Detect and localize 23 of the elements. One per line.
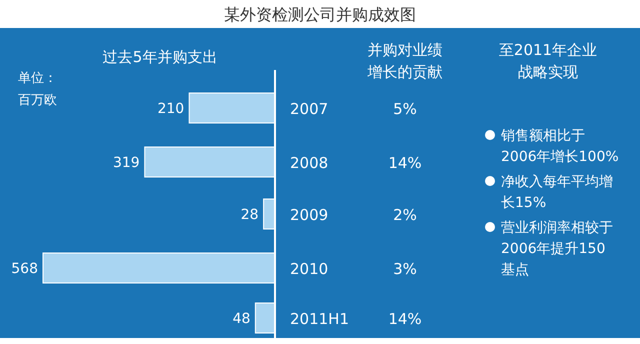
y-tick-label: 2010 [290, 260, 328, 278]
data-label: 568 [11, 261, 38, 277]
data-label: 28 [240, 207, 259, 223]
data-label: 319 [112, 155, 140, 171]
text: 3% [393, 260, 417, 278]
text: 2% [393, 206, 417, 224]
text: 某外资检测公司并购成效图 [224, 5, 416, 24]
text: 14% [388, 310, 422, 328]
y-tick-label: 2007 [290, 100, 328, 118]
y-tick-label: 2008 [290, 154, 328, 172]
chart-subtitle: 过去5年并购支出 [102, 48, 218, 66]
text: 营业利润率相较于2006年提升150基点 [501, 220, 613, 278]
annotation: 单位：百万欧 [18, 71, 57, 108]
data-label: 48 [232, 311, 250, 327]
y-tick-label: 2011H1 [290, 310, 349, 328]
text: 净收入每年平均增长15% [501, 174, 613, 211]
text: 5% [393, 100, 417, 118]
y-tick-label: 2009 [290, 206, 328, 224]
text: 销售额相比于2006年增长100% [500, 128, 619, 165]
text: 并购对业绩增长的贡献 [366, 41, 442, 81]
text: 14% [388, 154, 422, 172]
data-label: 210 [157, 101, 184, 117]
text: 至2011年企业战略实现 [498, 41, 598, 81]
